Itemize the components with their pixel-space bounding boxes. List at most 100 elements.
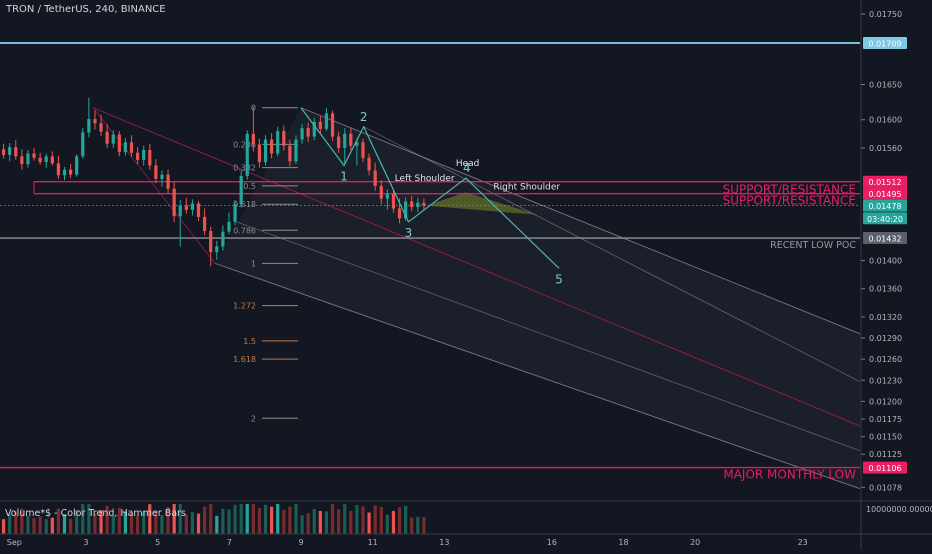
- volume-bar-30: [184, 514, 188, 534]
- pitchfork-median-line: [92, 107, 861, 427]
- volume-bar-11: [68, 518, 73, 534]
- candle-body-44: [270, 139, 274, 154]
- candle-body-29: [178, 205, 182, 217]
- horizontal-lines: SUPPORT/RESISTANCESUPPORT/RESISTANCERECE…: [0, 41, 860, 482]
- candle-body-26: [160, 174, 164, 179]
- volume-bar-57: [349, 511, 353, 534]
- candle-body-32: [196, 203, 201, 217]
- volume-bar-24: [148, 504, 152, 534]
- x-tick-label-1: 3: [83, 538, 88, 547]
- candle-body-60: [367, 157, 371, 171]
- wave-path: [300, 107, 560, 269]
- wave-label-5: 5: [555, 272, 563, 286]
- pattern-shading: [426, 192, 538, 215]
- y-tick-label-9: 0.01230: [869, 376, 902, 385]
- volume-bar-47: [288, 506, 292, 534]
- y-tick-label-1: 0.01650: [869, 81, 902, 90]
- price-tag-bg-3: [863, 199, 907, 212]
- volume-bar-62: [379, 506, 383, 534]
- candle-body-67: [410, 201, 414, 208]
- candle-body-6: [38, 157, 42, 162]
- candle-body-47: [288, 145, 292, 162]
- candle-body-30: [184, 205, 188, 210]
- fib-label-2: 0.382: [233, 164, 256, 173]
- volume-bar-37: [227, 509, 231, 534]
- candle-body-21: [129, 142, 134, 153]
- y-tick-label-11: 0.01175: [869, 415, 902, 424]
- candle-body-69: [422, 202, 426, 206]
- y-tick-label-14: 0.01078: [869, 483, 902, 492]
- volume-bar-28: [172, 504, 176, 534]
- candle-body-48: [294, 139, 298, 162]
- wave-label-1: 1: [340, 169, 348, 183]
- pitchfork-lower-line: [214, 262, 861, 490]
- x-tick-label-9: 20: [690, 538, 700, 547]
- price-tag-bg-6: [863, 461, 907, 474]
- fib-label-1: 0.236: [233, 140, 256, 149]
- y-tick-label-6: 0.01320: [869, 313, 902, 322]
- volume-bar-61: [373, 505, 377, 534]
- candle-body-45: [276, 130, 280, 154]
- fib-label-4: 0.618: [233, 200, 256, 209]
- candle-body-63: [385, 193, 389, 199]
- y-tick-label-10: 0.01200: [869, 397, 902, 406]
- candle-body-7: [44, 156, 48, 162]
- candle-body-53: [324, 113, 329, 129]
- pattern-label-1: Head: [456, 159, 480, 169]
- y-tick-label-7: 0.01290: [869, 334, 902, 343]
- volume-bar-43: [263, 504, 268, 534]
- volume-bar-10: [62, 514, 67, 534]
- candle-body-22: [136, 152, 140, 160]
- volume-bar-69: [422, 517, 426, 534]
- volume-bar-12: [75, 510, 79, 534]
- candle-body-33: [203, 216, 207, 231]
- candle-body-39: [239, 176, 243, 205]
- volume-bar-5: [32, 517, 36, 534]
- volume-bar-42: [257, 507, 262, 534]
- y-tick-label-2: 0.01600: [869, 116, 902, 125]
- volume-bar-46: [282, 509, 286, 534]
- hline-label-4: MAJOR MONTHLY LOW: [723, 468, 856, 482]
- volume-bar-67: [410, 517, 414, 534]
- candle-body-24: [148, 150, 152, 166]
- volume-bar-23: [142, 511, 146, 534]
- candle-body-25: [154, 165, 158, 179]
- candle-body-37: [227, 221, 231, 232]
- volume-bar-45: [276, 504, 280, 534]
- price-tag-label-2: 0.01495: [868, 190, 901, 199]
- price-tag-bg-2: [863, 187, 907, 200]
- volume-bar-65: [397, 507, 402, 534]
- candle-body-34: [209, 230, 213, 253]
- volume-bar-25: [154, 510, 158, 534]
- candle-body-51: [312, 121, 316, 137]
- candle-body-28: [172, 188, 176, 217]
- price-tag-label-5: 0.01432: [868, 235, 901, 244]
- volume-bar-58: [355, 505, 359, 534]
- volume-bar-41: [251, 504, 255, 534]
- volume-bar-1: [8, 514, 12, 534]
- pitchfork-upper-inner-line: [363, 126, 861, 383]
- volume-bar-18: [111, 515, 115, 534]
- candle-body-10: [62, 169, 67, 176]
- candle-body-42: [257, 144, 262, 162]
- price-tag-label-4: 03:40:20: [867, 215, 903, 224]
- volume-bar-2: [14, 511, 18, 534]
- volume-bar-63: [385, 514, 389, 534]
- candle-body-13: [81, 132, 85, 157]
- candle-body-41: [251, 133, 255, 145]
- candle-body-2: [14, 147, 18, 157]
- volume-bar-9: [56, 508, 61, 534]
- volume-bar-26: [160, 515, 164, 534]
- candle-body-17: [105, 131, 109, 144]
- volume-bar-21: [129, 513, 134, 534]
- candle-body-58: [355, 142, 359, 146]
- price-tag-bg-1: [863, 175, 907, 188]
- candle-body-59: [361, 142, 365, 158]
- volume-bar-7: [44, 519, 48, 534]
- volume-bar-55: [337, 509, 341, 534]
- volume-bar-66: [404, 505, 408, 534]
- volume-bar-50: [306, 513, 310, 534]
- price-tags: 0.01709 0.01512 0.01495 0.01478 03:40:20 0.01…: [863, 36, 907, 474]
